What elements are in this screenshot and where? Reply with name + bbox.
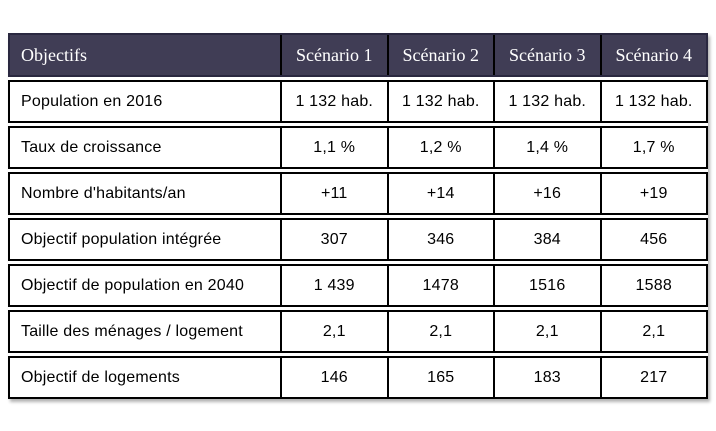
row-value-scenario-1: 1 132 hab. [280, 82, 387, 121]
row-value-scenario-3: 183 [493, 358, 600, 397]
row-value-scenario-4: 456 [599, 220, 707, 259]
scenarios-table: Objectifs Scénario 1 Scénario 2 Scénario… [8, 33, 708, 399]
row-label: Objectif population intégrée [21, 230, 222, 248]
row-value-scenario-4: 1588 [599, 266, 707, 305]
row-value-scenario-4: 1,7 % [599, 128, 707, 167]
table-row: Objectif population intégrée 307 346 384… [8, 218, 708, 261]
row-label: Taux de croissance [21, 138, 162, 156]
row-value-scenario-1: 1 439 [280, 266, 387, 305]
row-value-scenario-1: 1,1 % [280, 128, 387, 167]
column-header-scenario-3: Scénario 3 [493, 35, 600, 75]
column-header-scenario-1: Scénario 1 [280, 35, 387, 75]
row-value-scenario-4: 2,1 [599, 312, 707, 351]
row-value-scenario-2: 1,2 % [386, 128, 494, 167]
table-row: Taille des ménages / logement 2,1 2,1 2,… [8, 310, 708, 353]
row-label: Objectif de logements [21, 368, 180, 386]
row-value-scenario-1: +11 [280, 174, 387, 213]
row-value-scenario-2: 346 [386, 220, 494, 259]
row-value-scenario-4: 217 [599, 358, 707, 397]
row-value-scenario-1: 307 [280, 220, 387, 259]
row-value-scenario-4: 1 132 hab. [599, 82, 707, 121]
row-value-scenario-3: 2,1 [493, 312, 600, 351]
row-label: Nombre d'habitants/an [21, 184, 186, 202]
row-label: Objectif de population en 2040 [21, 276, 245, 294]
row-value-scenario-3: 384 [493, 220, 600, 259]
row-value-scenario-2: 1478 [386, 266, 494, 305]
row-label: Population en 2016 [21, 92, 163, 110]
table-row: Taux de croissance 1,1 % 1,2 % 1,4 % 1,7… [8, 126, 708, 169]
table-header-row: Objectifs Scénario 1 Scénario 2 Scénario… [8, 33, 708, 77]
row-value-scenario-2: 165 [386, 358, 494, 397]
row-label: Taille des ménages / logement [21, 322, 243, 340]
table-row: Population en 2016 1 132 hab. 1 132 hab.… [8, 80, 708, 123]
table-row: Objectif de logements 146 165 183 217 [8, 356, 708, 399]
row-value-scenario-3: 1,4 % [493, 128, 600, 167]
table-body: Population en 2016 1 132 hab. 1 132 hab.… [8, 80, 708, 399]
row-value-scenario-2: +14 [386, 174, 494, 213]
column-header-objectifs: Objectifs [21, 44, 87, 65]
column-header-scenario-4: Scénario 4 [599, 35, 707, 75]
row-value-scenario-3: +16 [493, 174, 600, 213]
row-value-scenario-4: +19 [599, 174, 707, 213]
row-value-scenario-1: 146 [280, 358, 387, 397]
row-value-scenario-1: 2,1 [280, 312, 387, 351]
row-value-scenario-3: 1 132 hab. [493, 82, 600, 121]
column-header-scenario-2: Scénario 2 [386, 35, 494, 75]
table-row: Nombre d'habitants/an +11 +14 +16 +19 [8, 172, 708, 215]
table-row: Objectif de population en 2040 1 439 147… [8, 264, 708, 307]
row-value-scenario-2: 2,1 [386, 312, 494, 351]
row-value-scenario-3: 1516 [493, 266, 600, 305]
row-value-scenario-2: 1 132 hab. [386, 82, 494, 121]
